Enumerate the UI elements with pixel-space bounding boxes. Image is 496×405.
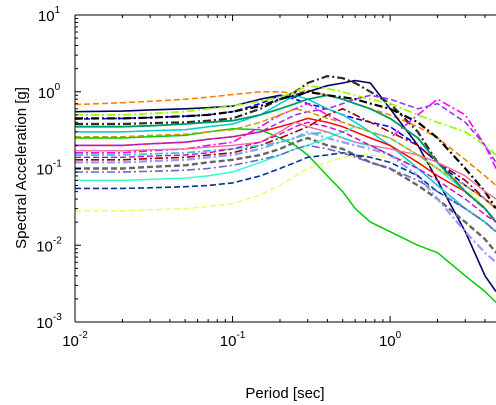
x-tick-base: 10 xyxy=(379,333,396,350)
series-line-2 xyxy=(75,79,496,292)
series-line-3 xyxy=(75,127,496,303)
series-line-16 xyxy=(75,108,496,210)
series-line-20 xyxy=(75,130,496,233)
series-line-21 xyxy=(75,108,496,210)
x-tick-label: 10-2 xyxy=(62,330,88,350)
y-tick-label: 10-1 xyxy=(36,159,62,179)
y-tick-label: 101 xyxy=(38,5,61,25)
series-line-4 xyxy=(75,154,496,223)
y-tick-base: 10 xyxy=(36,315,53,332)
x-tick-exponent: -2 xyxy=(79,330,88,341)
x-tick-label: 100 xyxy=(379,330,402,350)
y-tick-exponent: -3 xyxy=(53,312,62,323)
y-tick-exponent: -2 xyxy=(53,235,62,246)
y-tick-label: 10-3 xyxy=(36,312,62,332)
y-tick-exponent: -1 xyxy=(53,159,62,170)
x-tick-exponent: -1 xyxy=(236,330,245,341)
x-axis-label: Period [sec] xyxy=(245,385,324,402)
series-line-17 xyxy=(75,94,496,223)
y-tick-base: 10 xyxy=(38,85,55,102)
x-tick-exponent: 0 xyxy=(396,330,402,341)
series-line-23 xyxy=(75,121,496,223)
series-line-13 xyxy=(75,94,496,163)
series-line-11 xyxy=(75,130,496,264)
y-tick-base: 10 xyxy=(36,162,53,179)
series-line-12 xyxy=(75,84,496,156)
series-line-15 xyxy=(75,125,496,223)
y-tick-exponent: 0 xyxy=(55,82,61,93)
series-line-22 xyxy=(75,144,496,233)
series-line-19 xyxy=(75,121,496,200)
y-tick-base: 10 xyxy=(36,238,53,255)
y-tick-exponent: 1 xyxy=(55,5,61,16)
series-line-9 xyxy=(75,117,496,223)
x-tick-base: 10 xyxy=(62,333,79,350)
series-layer xyxy=(75,74,496,303)
y-tick-label: 100 xyxy=(38,82,61,102)
series-line-18 xyxy=(75,90,496,210)
y-axis-label: Spectral Acceleration [g] xyxy=(13,87,30,249)
x-tick-label: 10-1 xyxy=(220,330,246,350)
y-tick-label: 10-2 xyxy=(36,235,62,255)
y-tick-base: 10 xyxy=(38,8,55,25)
x-tick-base: 10 xyxy=(220,333,237,350)
